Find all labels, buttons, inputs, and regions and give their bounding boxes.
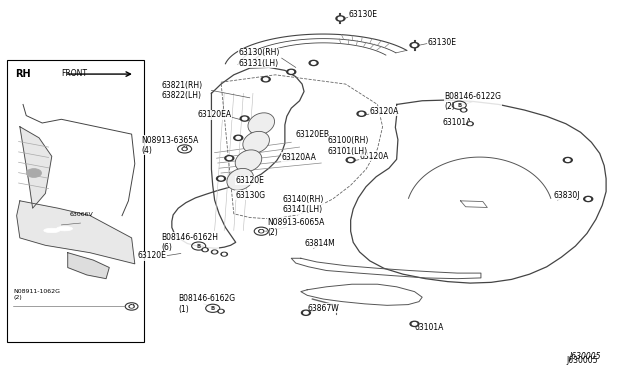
Circle shape — [260, 231, 262, 232]
Circle shape — [216, 176, 225, 181]
Circle shape — [346, 157, 355, 163]
Text: 63140(RH)
63141(LH): 63140(RH) 63141(LH) — [283, 195, 324, 214]
Text: 63130(RH)
63131(LH): 63130(RH) 63131(LH) — [238, 48, 280, 68]
Text: B08146-6122G
(2): B08146-6122G (2) — [445, 92, 502, 111]
Text: 63130G: 63130G — [236, 191, 266, 200]
Circle shape — [223, 253, 226, 255]
Circle shape — [26, 169, 42, 177]
Text: 63120EB: 63120EB — [296, 130, 330, 140]
Circle shape — [309, 60, 318, 65]
Circle shape — [264, 78, 268, 81]
Circle shape — [227, 157, 232, 160]
Text: 63814M: 63814M — [304, 239, 335, 248]
Text: 63066V: 63066V — [70, 212, 93, 217]
Text: 63120A: 63120A — [370, 107, 399, 116]
Text: B08146-6162H
(6): B08146-6162H (6) — [162, 232, 219, 252]
Circle shape — [204, 249, 207, 251]
Circle shape — [225, 155, 234, 161]
Circle shape — [359, 112, 364, 115]
Text: J630005: J630005 — [570, 352, 601, 361]
Circle shape — [131, 306, 133, 307]
Text: 63120E: 63120E — [138, 251, 167, 260]
Circle shape — [218, 310, 224, 313]
Circle shape — [348, 159, 353, 161]
Circle shape — [243, 117, 247, 120]
Text: N08911-1062G
(2): N08911-1062G (2) — [13, 289, 60, 300]
Circle shape — [213, 251, 216, 253]
Polygon shape — [68, 253, 109, 279]
Text: 63100(RH)
63101(LH): 63100(RH) 63101(LH) — [328, 136, 369, 155]
Circle shape — [467, 122, 473, 126]
Circle shape — [468, 123, 472, 125]
Circle shape — [336, 16, 345, 21]
Text: 63120A: 63120A — [360, 152, 389, 161]
Text: N08913-6365A
(4): N08913-6365A (4) — [141, 135, 198, 155]
Circle shape — [129, 305, 134, 308]
Circle shape — [563, 157, 572, 163]
Text: B: B — [457, 103, 461, 108]
Circle shape — [202, 248, 208, 251]
Text: 63120E: 63120E — [236, 176, 264, 185]
Circle shape — [289, 71, 294, 73]
Circle shape — [338, 17, 342, 20]
Text: B: B — [196, 244, 201, 248]
Circle shape — [566, 159, 570, 161]
Circle shape — [261, 77, 270, 82]
Text: N08913-6065A
(2): N08913-6065A (2) — [268, 218, 325, 237]
Text: N: N — [259, 229, 264, 234]
Text: N: N — [129, 304, 134, 309]
Circle shape — [461, 108, 467, 112]
Text: 63867W: 63867W — [307, 304, 339, 313]
Text: 63821(RH)
63822(LH): 63821(RH) 63822(LH) — [162, 81, 203, 100]
Text: RH: RH — [15, 69, 30, 79]
Circle shape — [182, 147, 187, 150]
Text: FRONT: FRONT — [61, 69, 88, 78]
Circle shape — [462, 109, 465, 111]
Ellipse shape — [56, 227, 72, 231]
Text: J630005: J630005 — [566, 356, 598, 365]
Ellipse shape — [227, 169, 253, 190]
Ellipse shape — [248, 113, 275, 135]
Text: 63101A: 63101A — [443, 118, 472, 127]
Circle shape — [240, 116, 249, 121]
Text: 63101A: 63101A — [415, 323, 444, 332]
Circle shape — [584, 196, 593, 202]
Circle shape — [357, 111, 366, 116]
Text: B08146-6162G
(1): B08146-6162G (1) — [178, 294, 236, 314]
Circle shape — [220, 310, 223, 312]
Text: 63120AA: 63120AA — [282, 153, 317, 161]
Text: N: N — [182, 147, 187, 151]
Circle shape — [183, 148, 186, 150]
Text: 63120EA: 63120EA — [197, 110, 232, 119]
Circle shape — [259, 230, 264, 233]
Polygon shape — [17, 201, 135, 264]
Circle shape — [412, 44, 417, 46]
Bar — [7, 60, 145, 341]
Circle shape — [304, 311, 308, 314]
Ellipse shape — [243, 131, 269, 153]
Circle shape — [236, 137, 241, 139]
Circle shape — [410, 321, 419, 327]
Circle shape — [412, 323, 417, 325]
Circle shape — [586, 198, 591, 200]
Circle shape — [219, 177, 223, 180]
Circle shape — [221, 252, 227, 256]
Circle shape — [410, 42, 419, 48]
Polygon shape — [20, 127, 52, 208]
Text: B: B — [211, 306, 215, 311]
Text: 63130E: 63130E — [428, 38, 456, 47]
Circle shape — [312, 62, 316, 64]
Circle shape — [287, 69, 296, 74]
Ellipse shape — [44, 228, 60, 233]
Ellipse shape — [235, 150, 262, 172]
Circle shape — [211, 250, 218, 254]
Text: 63130E: 63130E — [349, 10, 378, 19]
Text: 63830J: 63830J — [553, 191, 580, 200]
Circle shape — [301, 310, 310, 315]
Circle shape — [234, 135, 243, 140]
